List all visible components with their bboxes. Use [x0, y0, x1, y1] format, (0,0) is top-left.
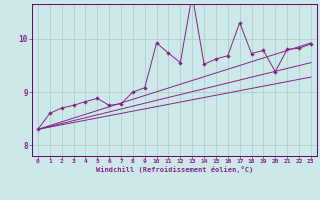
X-axis label: Windchill (Refroidissement éolien,°C): Windchill (Refroidissement éolien,°C): [96, 166, 253, 173]
